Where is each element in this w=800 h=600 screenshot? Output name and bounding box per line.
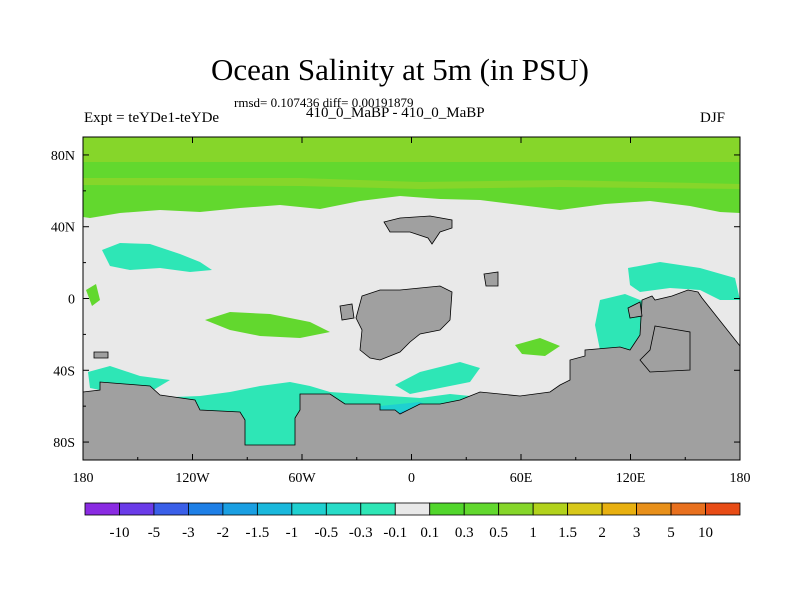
colorbar-swatch-13: [532, 502, 569, 516]
colorbar-swatch-5: [256, 502, 293, 516]
experiment-label: Expt = teYDe1-teYDe: [84, 110, 220, 126]
land-continent-central: [355, 285, 453, 361]
land-island-1: [339, 303, 355, 321]
colorbar-swatch-4: [222, 502, 258, 516]
colorbar-swatch-7: [325, 502, 362, 516]
x-tick-label: 120E: [616, 471, 646, 486]
colorbar-label: 1: [529, 525, 537, 541]
colorbar-label: -1.5: [245, 525, 269, 541]
x-tick-label: 60W: [288, 471, 316, 486]
patch-east-pacific: [205, 312, 330, 338]
x-tick-label: 60E: [510, 471, 533, 486]
plot-area: [82, 136, 741, 461]
land-antarctic-west: [82, 289, 741, 461]
y-tick-label: 40S: [53, 364, 75, 379]
season-label: DJF: [700, 110, 726, 126]
colorbar-swatch-8: [360, 502, 396, 516]
land-island-3: [93, 351, 109, 359]
colorbar-label: 5: [667, 525, 675, 541]
colorbar-swatch-3: [188, 502, 224, 516]
y-tick-label: 40N: [51, 221, 75, 236]
y-tick-label: 80N: [51, 149, 75, 164]
y-axis: 80N 40N 0 40S 80S: [51, 149, 740, 451]
colorbar-swatch-1: [119, 502, 155, 516]
colorbar-swatch-9: [394, 502, 431, 516]
patch-north-pacific: [102, 243, 212, 272]
x-tick-label: 120W: [175, 471, 210, 486]
colorbar-swatch-17: [670, 502, 706, 516]
colorbar-label: 2: [598, 525, 606, 541]
colorbar-label: -0.1: [383, 525, 407, 541]
colorbar-label: -2: [217, 525, 230, 541]
colorbar-swatch-6: [291, 502, 327, 516]
colorbar-label: 0.3: [455, 525, 474, 541]
colorbar-label: 10: [698, 525, 713, 541]
patch-pacific-west: [86, 284, 100, 306]
chart-title: Ocean Salinity at 5m (in PSU): [211, 52, 589, 87]
stats-line: rmsd= 0.107436 diff= 0.00191879: [234, 95, 414, 110]
colorbar-swatch-14: [567, 502, 603, 516]
colorbar-label: -3: [182, 525, 195, 541]
colorbar-label: -1: [286, 525, 299, 541]
colorbar-swatch-18: [705, 502, 741, 516]
colorbar-swatch-10: [429, 502, 465, 516]
patch-south-indian: [515, 338, 560, 356]
land-island-2: [483, 271, 499, 287]
y-tick-label: 0: [68, 293, 75, 308]
x-tick-label: 0: [408, 471, 415, 486]
colorbar-label: 0.5: [489, 525, 508, 541]
patch-east-indian: [628, 262, 740, 300]
colorbar-label: -0.3: [349, 525, 373, 541]
subtitle: 410_0_MaBP - 410_0_MaBP: [306, 105, 485, 121]
colorbar-label: -0.5: [314, 525, 338, 541]
colorbar-swatch-12: [498, 502, 534, 516]
x-axis: 180 120W 60W 0 60E 120E 180: [73, 137, 751, 486]
colorbar-label: -10: [109, 525, 129, 541]
land-antarctic-east-bite: [639, 325, 691, 373]
colorbar-label: -5: [148, 525, 161, 541]
patch-south-atlantic: [395, 362, 480, 394]
colorbar-label: 1.5: [558, 525, 577, 541]
colorbar-label: 0.1: [420, 525, 439, 541]
colorbar-swatch-16: [636, 502, 672, 516]
arctic-stripe: [83, 178, 740, 189]
x-tick-label: 180: [730, 471, 751, 486]
colorbar-swatch-15: [601, 502, 637, 516]
colorbar-label: 3: [633, 525, 641, 541]
colorbar-swatch-0: [84, 502, 120, 516]
y-tick-label: 80S: [53, 436, 75, 451]
land-continent-north: [383, 215, 453, 245]
land-island-4: [627, 301, 643, 319]
colorbar-swatch-2: [153, 502, 189, 516]
colorbar: -10 -5 -3 -2 -1.5 -1 -0.5 -0.3 -0.1 0.1 0.3 0.5 1 1.5…: [84, 502, 741, 541]
x-tick-label: 180: [73, 471, 94, 486]
colorbar-swatch-11: [463, 502, 500, 516]
arctic-band: [83, 162, 740, 218]
